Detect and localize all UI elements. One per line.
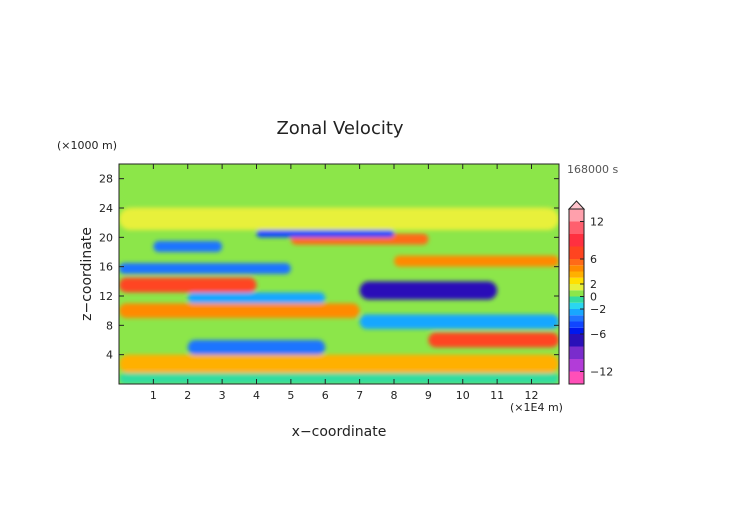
velocity-band: [119, 277, 257, 293]
velocity-band: [187, 292, 326, 304]
colorbar-swatch: [569, 315, 584, 322]
x-unit-label: (×1E4 m): [510, 401, 563, 414]
velocity-band: [187, 340, 326, 355]
colorbar-swatch: [569, 259, 584, 266]
y-tick-label: 8: [106, 319, 113, 332]
colorbar-swatch: [569, 209, 584, 222]
x-tick-label: 3: [219, 389, 226, 402]
colorbar-tick-label: 6: [590, 253, 597, 266]
x-tick-label: 2: [184, 389, 191, 402]
velocity-band: [256, 230, 394, 238]
velocity-band: [359, 281, 498, 300]
y-axis-title: z−coordinate: [79, 227, 95, 321]
colorbar-swatch: [569, 321, 584, 328]
y-tick-label: 20: [99, 231, 113, 244]
colorbar-swatch: [569, 277, 584, 284]
colorbar-swatch: [569, 221, 584, 234]
x-tick-label: 10: [456, 389, 470, 402]
velocity-field: [119, 164, 559, 384]
colorbar-swatch: [569, 284, 584, 291]
y-tick-label: 12: [99, 290, 113, 303]
y-axis: 4 8 12 16 20 24 28: [99, 173, 559, 362]
colorbar-tick-label: −6: [590, 328, 606, 341]
x-tick-label: 4: [253, 389, 260, 402]
velocity-band: [119, 303, 360, 318]
y-unit-label: (×1000 m): [57, 139, 117, 152]
y-tick-label: 24: [99, 202, 113, 215]
colorbar-swatch: [569, 246, 584, 259]
colorbar-swatch: [569, 359, 584, 372]
colorbar-extend-arrow: [567, 200, 586, 210]
colorbar-tick-label: 2: [590, 278, 597, 291]
velocity-band: [119, 354, 559, 373]
chart-title: Zonal Velocity: [276, 118, 403, 139]
x-tick-label: 5: [287, 389, 294, 402]
x-tick-label: 12: [525, 389, 539, 402]
colorbar-tick-label: −12: [590, 366, 613, 379]
velocity-band: [153, 241, 223, 252]
y-tick-label: 16: [99, 261, 113, 274]
colorbar-tick-label: 12: [590, 216, 604, 229]
x-tick-label: 6: [322, 389, 329, 402]
colorbar-swatch: [569, 234, 584, 247]
colorbar-tick-label: −2: [590, 303, 606, 316]
velocity-band: [394, 255, 559, 267]
x-axis: 1 2 3 4 5 6 7 8 9 10 11 12: [150, 164, 539, 402]
colorbar-swatch: [569, 271, 584, 278]
y-tick-label: 4: [106, 349, 113, 362]
x-tick-label: 8: [391, 389, 398, 402]
velocity-band: [428, 332, 559, 348]
colorbar-swatch: [569, 265, 584, 272]
colorbar-swatch: [569, 327, 584, 334]
x-tick-label: 9: [425, 389, 432, 402]
velocity-band: [119, 373, 559, 384]
velocity-band: [119, 263, 291, 274]
colorbar-swatch: [569, 302, 584, 309]
plot-frame: [118, 163, 560, 385]
time-label: 168000 s: [567, 163, 618, 176]
y-tick-label: 28: [99, 173, 113, 186]
colorbar-tick-label: 0: [590, 291, 597, 304]
velocity-band: [119, 164, 559, 208]
colorbar: 12 6 20−2 −6 −12: [567, 200, 613, 385]
colorbar-swatch: [569, 296, 584, 303]
colorbar-swatch: [569, 290, 584, 297]
velocity-band: [119, 208, 559, 230]
x-tick-label: 1: [150, 389, 157, 402]
x-tick-label: 7: [356, 389, 363, 402]
x-axis-title: x−coordinate: [292, 424, 387, 440]
colorbar-swatch: [569, 346, 584, 359]
velocity-band: [359, 314, 559, 329]
colorbar-swatch: [569, 334, 584, 347]
colorbar-swatch: [569, 371, 584, 384]
x-tick-label: 11: [490, 389, 504, 402]
colorbar-swatch: [569, 309, 584, 316]
